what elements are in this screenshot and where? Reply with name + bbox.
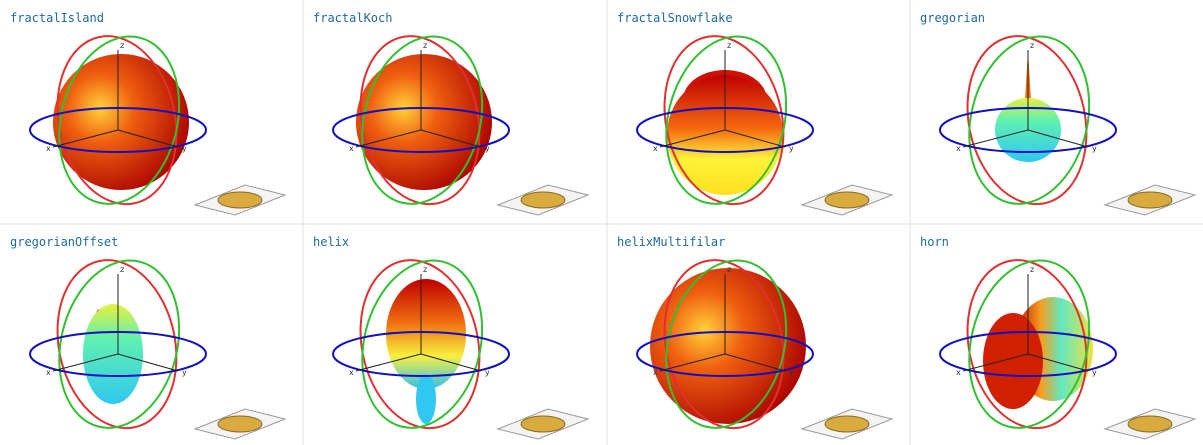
gallery-item: helix x y z	[313, 235, 590, 440]
gallery-item: gregorianOffset x y z	[10, 235, 287, 440]
item-label: horn	[920, 235, 949, 249]
antenna-shape	[217, 191, 263, 209]
axis	[1027, 129, 1089, 148]
axis	[117, 353, 179, 372]
axis-label: x	[349, 368, 354, 377]
ring-green	[58, 35, 181, 205]
ring-green	[968, 35, 1091, 205]
axis-label: x	[46, 144, 51, 153]
axis-label: z	[120, 41, 124, 50]
axis-label: x	[653, 144, 658, 153]
gallery-item: helixMultifilar x y z	[617, 235, 894, 440]
ring-green	[665, 35, 788, 205]
axis-label: x	[653, 368, 658, 377]
axis-label: y	[485, 144, 490, 153]
axis-label: z	[727, 41, 731, 50]
axis	[724, 353, 786, 372]
gallery-item: horn x y z	[920, 235, 1197, 440]
ring-red	[359, 35, 481, 206]
ring-red	[56, 259, 178, 430]
axis	[117, 129, 179, 148]
item-label: fractalKoch	[313, 11, 392, 25]
antenna-shape	[824, 415, 870, 433]
pattern	[416, 374, 436, 424]
gallery-item: fractalIsland x y z	[10, 11, 287, 216]
axis-label: z	[423, 41, 427, 50]
item-label: gregorian	[920, 11, 985, 25]
pattern	[356, 54, 492, 190]
axis	[659, 129, 726, 148]
gallery-item: fractalKoch x y z	[313, 11, 590, 216]
pattern	[667, 75, 783, 195]
ring-red	[663, 35, 785, 206]
axis	[355, 129, 422, 148]
axis-label: y	[789, 368, 794, 377]
axis	[962, 353, 1029, 372]
pattern	[83, 304, 143, 404]
axis-label: y	[485, 368, 490, 377]
axis	[724, 129, 786, 148]
ring-red	[359, 259, 481, 430]
axis-label: y	[789, 144, 794, 153]
ring-green	[58, 259, 181, 429]
antenna-shape	[520, 415, 566, 433]
axis-label: z	[120, 265, 124, 274]
antenna-shape	[217, 415, 263, 433]
pattern	[53, 54, 189, 190]
axis-label: x	[956, 368, 961, 377]
ring-red	[966, 35, 1088, 206]
axis	[420, 129, 482, 148]
item-label: helixMultifilar	[617, 235, 725, 249]
axis-label: y	[182, 144, 187, 153]
item-label: fractalSnowflake	[617, 11, 733, 25]
axis-label: z	[1030, 265, 1034, 274]
axis	[1027, 353, 1089, 372]
ring-green	[361, 35, 484, 205]
antenna-shape	[1127, 191, 1173, 209]
ring-green	[665, 259, 788, 429]
ring-green	[968, 259, 1091, 429]
item-label: helix	[313, 235, 349, 249]
axis	[355, 353, 422, 372]
item-label: fractalIsland	[10, 11, 104, 25]
axis-label: x	[46, 368, 51, 377]
axis-label: z	[727, 265, 731, 274]
antenna-shape	[1127, 415, 1173, 433]
ring-green	[361, 259, 484, 429]
item-label: gregorianOffset	[10, 235, 118, 249]
antenna-shape	[520, 191, 566, 209]
axis	[52, 353, 119, 372]
pattern	[650, 268, 806, 424]
axis-label: y	[1092, 144, 1097, 153]
antenna-shape	[824, 191, 870, 209]
axis	[659, 353, 726, 372]
axis-label: x	[956, 144, 961, 153]
gallery-item: fractalSnowflake x y z	[617, 11, 894, 216]
gallery-item: gregorian x y z	[920, 11, 1197, 216]
pattern	[983, 313, 1043, 409]
axis-label: y	[182, 368, 187, 377]
axis	[962, 129, 1029, 148]
axis-label: z	[423, 265, 427, 274]
ring-red	[966, 259, 1088, 430]
axis-label: x	[349, 144, 354, 153]
axis-label: z	[1030, 41, 1034, 50]
ring-red	[663, 259, 785, 430]
ring-red	[56, 35, 178, 206]
axis-label: y	[1092, 368, 1097, 377]
axis	[420, 353, 482, 372]
axis	[52, 129, 119, 148]
